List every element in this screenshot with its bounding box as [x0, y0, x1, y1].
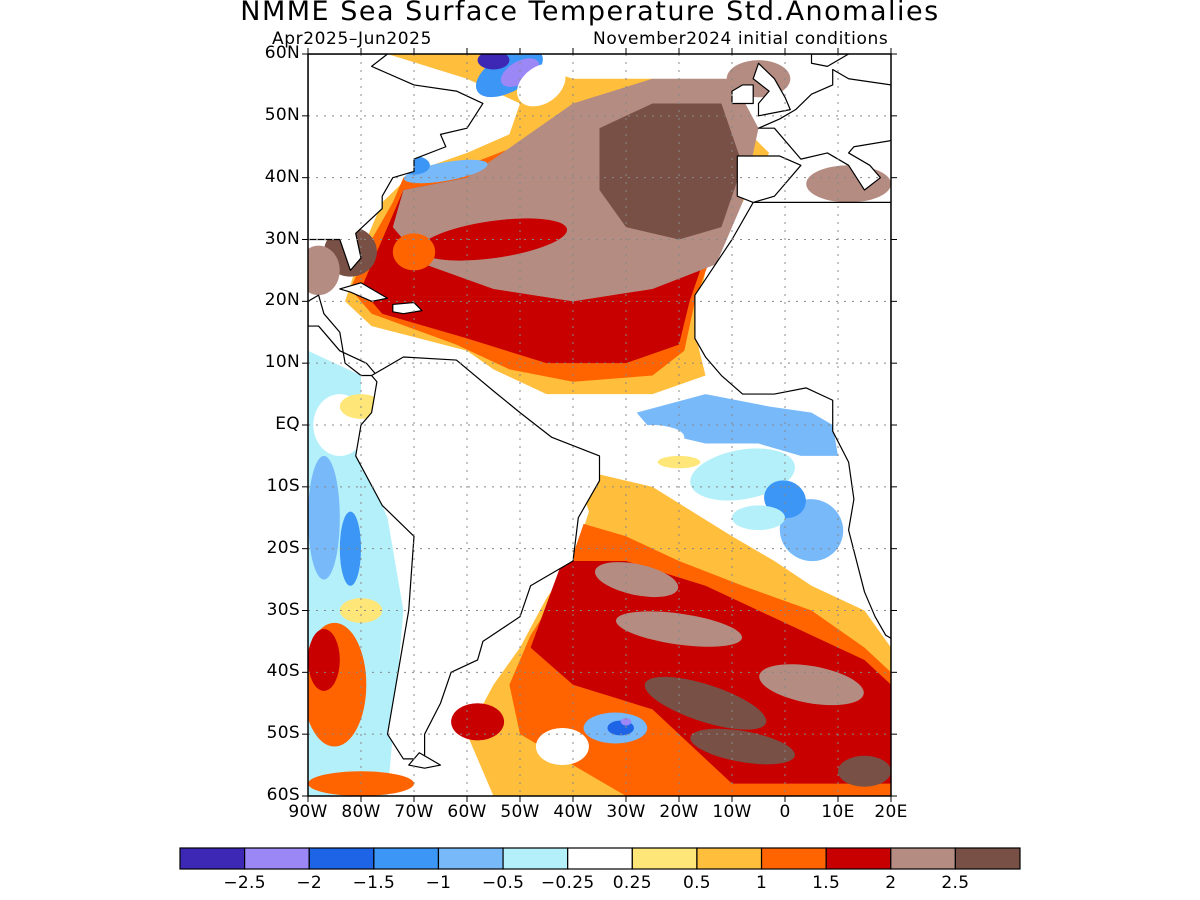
lat-label: 10S: [266, 475, 300, 496]
colorbar-swatch: [825, 847, 892, 870]
labrador-white: [517, 63, 566, 107]
gulfstream-cold: [404, 159, 488, 184]
eq-white: [620, 425, 685, 450]
lat-label: 20N: [264, 290, 300, 311]
ireland: [731, 84, 754, 105]
lat-label: 30N: [264, 228, 300, 249]
lat-label: 60N: [264, 43, 300, 63]
sa-brown-6: [838, 755, 891, 787]
colorbar-swatch: [631, 847, 698, 870]
colorbar-swatch: [179, 847, 246, 870]
lon-label: 10W: [712, 802, 752, 822]
colorbar-swatch: [437, 847, 504, 870]
lon-label: 20E: [874, 802, 908, 822]
tick-marks: [302, 48, 897, 802]
med-brown: [806, 165, 891, 203]
lat-label: 40N: [264, 166, 300, 187]
lon-label: 50W: [500, 802, 540, 822]
colorbar-swatch: [760, 847, 827, 870]
pacific-yellow: [339, 598, 383, 623]
lat-label: EQ: [275, 414, 300, 434]
colorbar-label: 1: [755, 873, 768, 893]
lon-label: 30W: [606, 802, 646, 822]
north-america: [308, 54, 484, 272]
lon-label: 10E: [821, 802, 855, 822]
colorbar-label: −2: [296, 873, 323, 893]
colorbar-swatch: [373, 847, 440, 870]
pacific-blue-1: [308, 455, 340, 580]
sa-brown-2: [615, 611, 743, 647]
gulf-of-mexico: [308, 245, 340, 296]
europe: [757, 68, 891, 191]
colorbar-label: −0.25: [540, 873, 595, 893]
forecast-period: Apr2025–Jun2025: [272, 29, 432, 49]
lat-label: 20S: [266, 537, 300, 558]
sa-brown-3: [644, 676, 767, 730]
lat-label: 40S: [266, 661, 300, 682]
colorbar-swatch: [244, 847, 310, 870]
south-america: [355, 356, 601, 760]
colorbar-swatch: [890, 847, 956, 870]
colorbar-label: −2.5: [223, 873, 266, 893]
colorbar-label: −1: [425, 873, 452, 893]
central-america: [308, 294, 378, 377]
colorbar-swatch: [567, 847, 633, 870]
labrador-cold-2: [500, 58, 540, 87]
sa-brown-5: [690, 728, 795, 765]
colorbar-label: 2: [885, 873, 897, 893]
labrador-core: [477, 54, 510, 70]
lon-label: 80W: [341, 802, 381, 822]
lat-label: 50S: [266, 723, 300, 744]
lat-label: 50N: [264, 104, 300, 125]
angola-pale: [732, 505, 785, 531]
eq-cold-tongue: [636, 394, 838, 456]
na-brown-dark: [599, 103, 743, 240]
colorbar-label: 0.25: [612, 873, 652, 893]
chart-title: NMME Sea Surface Temperature Std.Anomali…: [240, 0, 940, 27]
colorbar-swatch: [954, 847, 1021, 870]
lon-label: 60W: [447, 802, 487, 822]
gridlines: [308, 54, 891, 796]
colorbar-label: −1.5: [352, 873, 396, 893]
colorbar-label: 2.5: [941, 873, 970, 893]
pacific-red-s: [308, 629, 340, 691]
sa-cold-core-2: [620, 718, 632, 726]
lon-label: 90W: [288, 802, 328, 822]
colorbar-swatch: [502, 847, 569, 870]
colorbar-label: 0.5: [682, 873, 711, 893]
colorbar-label: −0.5: [481, 873, 525, 893]
colorbar-swatch: [696, 847, 763, 870]
colorbar: [179, 847, 1021, 870]
lat-label: 30S: [266, 599, 300, 620]
scandinavia: [810, 54, 850, 67]
lon-label: 0: [779, 802, 791, 822]
colorbar-label: 1.5: [812, 873, 841, 893]
great-britain: [752, 62, 791, 117]
africa: [694, 201, 891, 639]
hispaniola: [392, 301, 423, 315]
pacific-blue-2: [339, 511, 361, 586]
cuba: [339, 282, 389, 302]
lon-label: 40W: [553, 802, 593, 822]
colorbar-swatch: [308, 847, 375, 870]
sa-brown-1: [595, 562, 679, 598]
lon-label: 70W: [394, 802, 434, 822]
tierra-del-fuego: [408, 752, 442, 769]
na-orange-patch: [392, 233, 436, 271]
initial-conditions: November2024 initial conditions: [593, 29, 889, 49]
lat-label: 10N: [264, 352, 300, 373]
sa-white-gap: [535, 727, 589, 766]
lon-label: 20W: [659, 802, 699, 822]
lat-label: 60S: [266, 785, 300, 805]
sa-red-west: [451, 703, 505, 741]
